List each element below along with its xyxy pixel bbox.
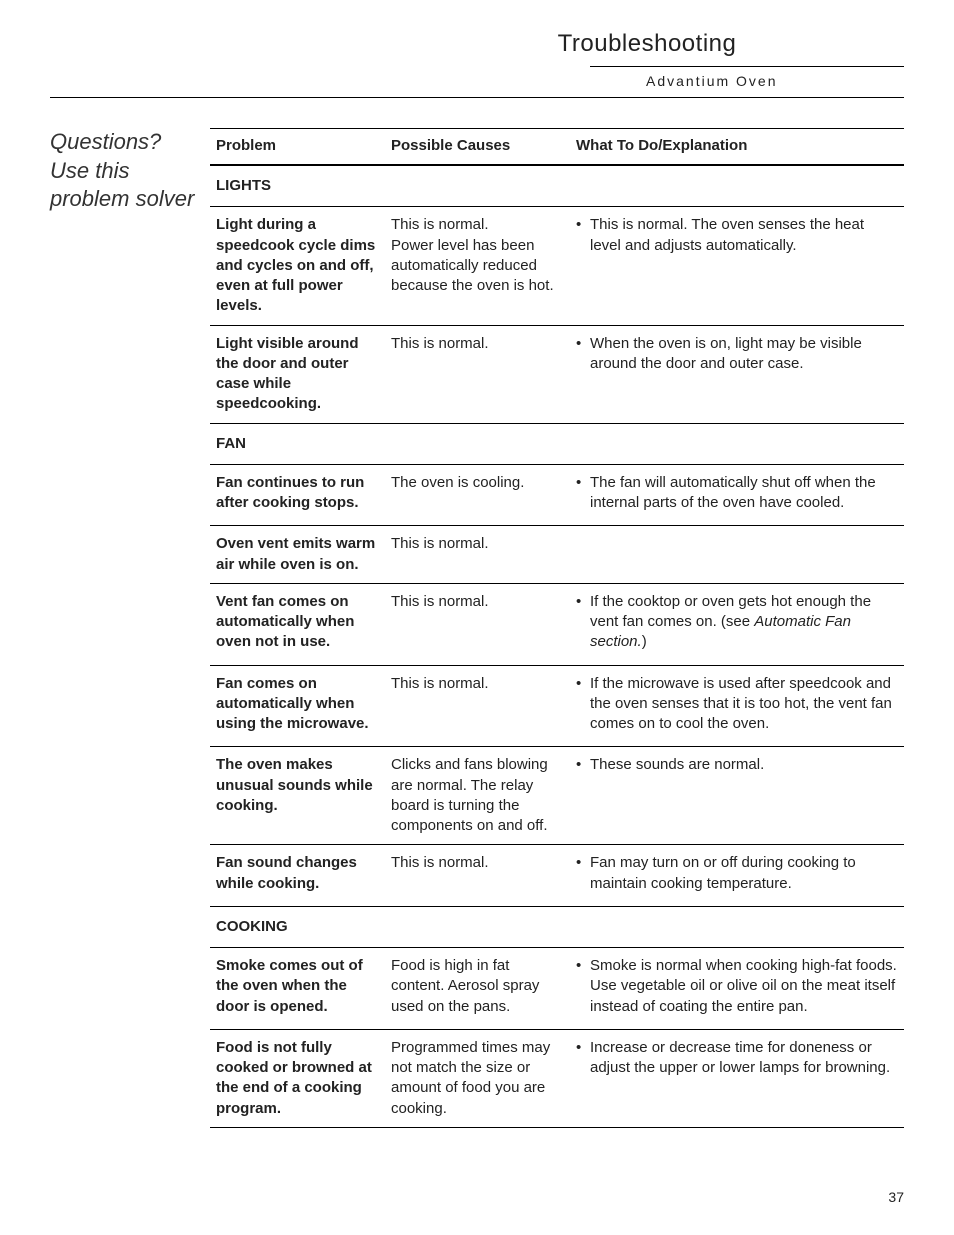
explanation-item: If the cooktop or oven gets hot enough t… xyxy=(576,592,898,653)
explanation-list: These sounds are normal. xyxy=(576,755,898,775)
cell-explanation: The fan will automatically shut off when… xyxy=(570,464,904,526)
table-header-row: Problem Possible Causes What To Do/Expla… xyxy=(210,129,904,166)
table-row: Food is not fully cooked or browned at t… xyxy=(210,1029,904,1127)
cell-explanation: These sounds are normal. xyxy=(570,747,904,845)
cell-problem: Light during a speedcook cycle dims and … xyxy=(210,207,385,325)
explanation-list: Smoke is normal when cooking high-fat fo… xyxy=(576,956,898,1017)
table-row: Fan sound changes while cooking.This is … xyxy=(210,845,904,907)
cell-cause: This is normal. xyxy=(385,845,570,907)
explanation-item: The fan will automatically shut off when… xyxy=(576,473,898,514)
cell-problem: Fan continues to run after cooking stops… xyxy=(210,464,385,526)
col-header-problem: Problem xyxy=(210,129,385,166)
cell-cause: This is normal.Power level has been auto… xyxy=(385,207,570,325)
explanation-list: The fan will automatically shut off when… xyxy=(576,473,898,514)
cell-cause: Programmed times may not match the size … xyxy=(385,1029,570,1127)
col-header-what: What To Do/Explanation xyxy=(570,129,904,166)
cell-problem: Fan sound changes while cooking. xyxy=(210,845,385,907)
cell-cause: Food is high in fat content. Aerosol spr… xyxy=(385,948,570,1030)
table-row: Fan comes on automatically when using th… xyxy=(210,665,904,747)
section-heading-row: COOKING xyxy=(210,906,904,947)
table-row: Oven vent emits warm air while oven is o… xyxy=(210,526,904,584)
table-row: Light during a speedcook cycle dims and … xyxy=(210,207,904,325)
table-row: The oven makes unusual sounds while cook… xyxy=(210,747,904,845)
table-body: LIGHTSLight during a speedcook cycle dim… xyxy=(210,165,904,1127)
troubleshooting-table: Problem Possible Causes What To Do/Expla… xyxy=(210,128,904,1128)
cell-explanation xyxy=(570,526,904,584)
table-row: Vent fan comes on automatically when ove… xyxy=(210,583,904,665)
col-header-cause: Possible Causes xyxy=(385,129,570,166)
cell-problem: The oven makes unusual sounds while cook… xyxy=(210,747,385,845)
troubleshooting-table-container: Problem Possible Causes What To Do/Expla… xyxy=(210,128,904,1128)
cell-problem: Food is not fully cooked or browned at t… xyxy=(210,1029,385,1127)
explanation-item: Fan may turn on or off during cooking to… xyxy=(576,853,898,894)
page-number: 37 xyxy=(888,1189,904,1205)
table-row: Light visible around the door and outer … xyxy=(210,325,904,423)
cell-cause: The oven is cooling. xyxy=(385,464,570,526)
table-row: Smoke comes out of the oven when the doo… xyxy=(210,948,904,1030)
cell-cause: Clicks and fans blowing are normal. The … xyxy=(385,747,570,845)
explanation-list: When the oven is on, light may be visibl… xyxy=(576,334,898,375)
cell-problem: Vent fan comes on automatically when ove… xyxy=(210,583,385,665)
cell-cause: This is normal. xyxy=(385,526,570,584)
cell-explanation: If the cooktop or oven gets hot enough t… xyxy=(570,583,904,665)
explanation-item: If the microwave is used after speedcook… xyxy=(576,674,898,735)
cell-explanation: When the oven is on, light may be visibl… xyxy=(570,325,904,423)
content-area: Questions? Use this problem solver Probl… xyxy=(50,128,904,1128)
explanation-item: When the oven is on, light may be visibl… xyxy=(576,334,898,375)
explanation-item: This is normal. The oven senses the heat… xyxy=(576,215,898,256)
explanation-list: Fan may turn on or off during cooking to… xyxy=(576,853,898,894)
section-heading-row: FAN xyxy=(210,423,904,464)
cell-explanation: Smoke is normal when cooking high-fat fo… xyxy=(570,948,904,1030)
cell-explanation: Fan may turn on or off during cooking to… xyxy=(570,845,904,907)
section-heading: FAN xyxy=(210,423,904,464)
cell-problem: Light visible around the door and outer … xyxy=(210,325,385,423)
explanation-list: Increase or decrease time for doneness o… xyxy=(576,1038,898,1079)
cell-problem: Smoke comes out of the oven when the doo… xyxy=(210,948,385,1030)
cell-cause: This is normal. xyxy=(385,325,570,423)
explanation-item: Smoke is normal when cooking high-fat fo… xyxy=(576,956,898,1017)
section-heading: LIGHTS xyxy=(210,165,904,207)
explanation-list: If the cooktop or oven gets hot enough t… xyxy=(576,592,898,653)
explanation-list: This is normal. The oven senses the heat… xyxy=(576,215,898,256)
section-heading: COOKING xyxy=(210,906,904,947)
cell-problem: Oven vent emits warm air while oven is o… xyxy=(210,526,385,584)
explanation-list: If the microwave is used after speedcook… xyxy=(576,674,898,735)
table-row: Fan continues to run after cooking stops… xyxy=(210,464,904,526)
section-heading-row: LIGHTS xyxy=(210,165,904,207)
product-name: Advantium Oven xyxy=(646,73,904,89)
explanation-item: These sounds are normal. xyxy=(576,755,898,775)
cell-explanation: If the microwave is used after speedcook… xyxy=(570,665,904,747)
page-title: Troubleshooting xyxy=(390,30,904,58)
cell-explanation: Increase or decrease time for doneness o… xyxy=(570,1029,904,1127)
cell-explanation: This is normal. The oven senses the heat… xyxy=(570,207,904,325)
cell-cause: This is normal. xyxy=(385,665,570,747)
header-rule xyxy=(590,66,904,67)
cell-problem: Fan comes on automatically when using th… xyxy=(210,665,385,747)
full-rule xyxy=(50,97,904,98)
cell-cause: This is normal. xyxy=(385,583,570,665)
sidebar-note: Questions? Use this problem solver xyxy=(50,128,210,214)
explanation-item: Increase or decrease time for doneness o… xyxy=(576,1038,898,1079)
